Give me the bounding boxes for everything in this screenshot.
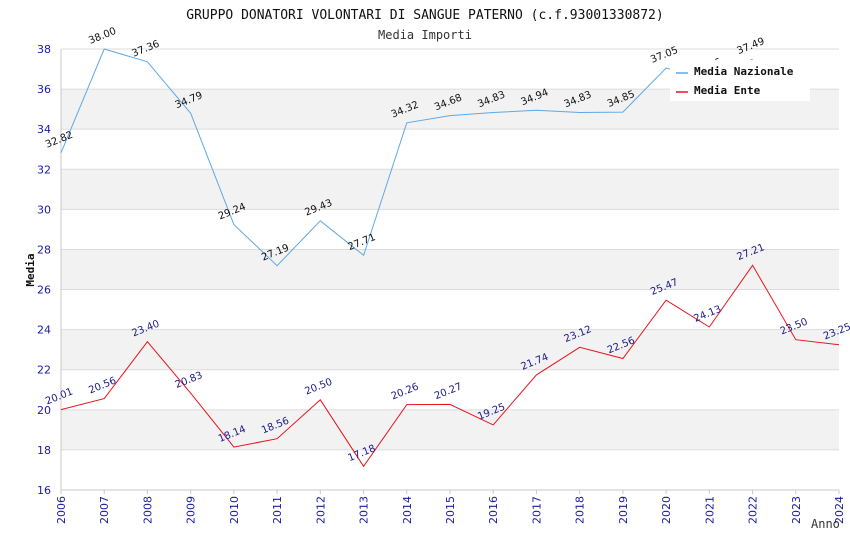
background-band bbox=[61, 249, 839, 290]
legend-label-nazionale: Media Nazionale bbox=[694, 65, 794, 78]
y-tick-label: 20 bbox=[37, 404, 51, 417]
x-tick-label: 2022 bbox=[747, 496, 760, 524]
y-tick-label: 16 bbox=[37, 484, 51, 497]
background-bands bbox=[61, 89, 839, 450]
y-tick-labels: 16 18 20 22 24 26 28 30 32 34 36 38 bbox=[37, 43, 51, 497]
x-tick-label: 2008 bbox=[141, 496, 154, 524]
data-label: 20.27 bbox=[433, 381, 464, 402]
data-label: 37.36 bbox=[130, 39, 161, 60]
data-label: 20.26 bbox=[390, 381, 421, 402]
y-tick-label: 32 bbox=[37, 163, 51, 176]
legend-item-nazionale: Media Nazionale bbox=[676, 65, 794, 78]
data-label: 20.56 bbox=[87, 375, 118, 396]
x-tick-label: 2023 bbox=[790, 496, 803, 524]
legend-label-ente: Media Ente bbox=[694, 84, 761, 97]
y-tick-label: 22 bbox=[37, 364, 51, 377]
background-band bbox=[61, 409, 839, 450]
x-tick-label: 2021 bbox=[703, 496, 716, 524]
gridlines bbox=[61, 48, 839, 491]
y-tick-label: 26 bbox=[37, 284, 51, 297]
data-label: 38.00 bbox=[87, 26, 118, 47]
x-tick-label: 2016 bbox=[487, 496, 500, 524]
legend-item-ente: Media Ente bbox=[676, 84, 761, 97]
x-tick-label: 2017 bbox=[530, 496, 543, 524]
chart-title: GRUPPO DONATORI VOLONTARI DI SANGUE PATE… bbox=[186, 8, 663, 23]
x-tick-label: 2024 bbox=[833, 496, 846, 524]
x-tick-label: 2013 bbox=[358, 496, 371, 524]
y-tick-label: 18 bbox=[37, 444, 51, 457]
x-tick-label: 2020 bbox=[660, 496, 673, 524]
y-tick-label: 38 bbox=[37, 43, 51, 56]
x-tick-label: 2010 bbox=[228, 496, 241, 524]
x-tick-labels: 2006 2007 2008 2009 2010 2011 2012 2013 2014 2015… bbox=[55, 490, 846, 524]
y-tick-label: 36 bbox=[37, 83, 51, 96]
y-axis-label: Media bbox=[24, 253, 37, 286]
x-tick-label: 2009 bbox=[185, 496, 198, 524]
x-tick-label: 2018 bbox=[574, 496, 587, 524]
x-axis-label: Anno bbox=[811, 517, 840, 531]
data-label: 24.13 bbox=[692, 304, 723, 325]
y-tick-label: 24 bbox=[37, 324, 51, 337]
x-tick-label: 2019 bbox=[617, 496, 630, 524]
x-tick-label: 2007 bbox=[98, 496, 111, 524]
background-band bbox=[61, 169, 839, 210]
legend: Media Nazionale Media Ente bbox=[670, 60, 810, 101]
background-band bbox=[61, 329, 839, 370]
data-label: 20.01 bbox=[44, 386, 75, 407]
series-lines bbox=[60, 48, 840, 468]
y-tick-label: 28 bbox=[37, 243, 51, 256]
x-tick-label: 2014 bbox=[401, 496, 414, 524]
y-tick-label: 30 bbox=[37, 203, 51, 216]
data-label: 37.49 bbox=[736, 36, 767, 57]
data-label: 20.83 bbox=[174, 370, 205, 391]
data-label: 20.50 bbox=[303, 377, 334, 398]
x-tick-label: 2006 bbox=[55, 496, 68, 524]
legend-box bbox=[670, 60, 810, 101]
chart-subtitle: Media Importi bbox=[378, 28, 472, 42]
x-tick-label: 2015 bbox=[444, 496, 457, 524]
x-tick-label: 2011 bbox=[271, 496, 284, 524]
x-tick-label: 2012 bbox=[314, 496, 327, 524]
series-line-nazionale bbox=[60, 48, 753, 267]
y-tick-label: 34 bbox=[37, 123, 51, 136]
